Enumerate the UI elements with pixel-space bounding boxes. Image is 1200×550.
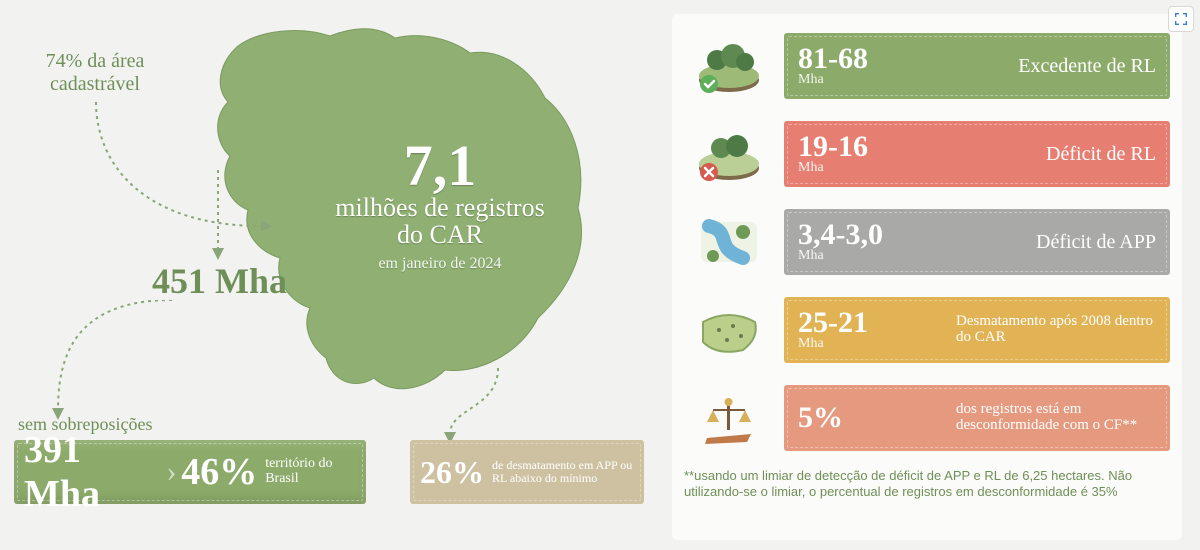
- stat-bar: 3,4-3,0Mha Déficit de APP: [784, 209, 1170, 275]
- stat-label: Déficit de APP: [1036, 232, 1156, 253]
- arrow-to-area: [188, 170, 248, 270]
- stat-label: dos registros está em desconformidade co…: [956, 402, 1156, 434]
- left-panel: 7,1 milhões de registros do CAR em janei…: [0, 0, 660, 550]
- footnote: **usando um limiar de detecção de défici…: [684, 468, 1170, 501]
- map-line1: milhões de registros: [300, 194, 580, 221]
- beige-pct: 26%: [420, 454, 484, 491]
- stat-value: 81-68: [798, 44, 868, 74]
- chevron-right-icon: ›: [162, 455, 181, 489]
- arrow-topleft: [86, 96, 286, 256]
- expand-icon: [1173, 11, 1189, 27]
- top-left-label: 74% da área cadastrável: [30, 50, 160, 96]
- stat-unit: Mha: [798, 248, 824, 264]
- stat-label: Déficit de RL: [1046, 144, 1156, 165]
- forest-x-icon: [684, 120, 774, 188]
- stat-row: 5% dos registros está em desconformidade …: [684, 380, 1170, 456]
- forest-check-icon: [684, 32, 774, 100]
- stat-value: 5%: [798, 403, 843, 433]
- stat-value: 19-16: [798, 132, 868, 162]
- stat-label: Excedente de RL: [1018, 56, 1156, 77]
- map-big-number: 7,1: [300, 140, 580, 192]
- expand-button[interactable]: [1168, 6, 1194, 32]
- stat-bar: 25-21Mha Desmatamento após 2008 dentro do…: [784, 297, 1170, 363]
- stat-row: 19-16Mha Déficit de RL: [684, 116, 1170, 192]
- green-box-v1: 391 Mha: [24, 428, 162, 516]
- landplot-icon: [684, 296, 774, 364]
- area-value: 451 Mha: [152, 260, 287, 302]
- arrow-to-beige: [420, 368, 540, 448]
- river-icon: [684, 208, 774, 276]
- stat-value: 25-21: [798, 308, 868, 338]
- stat-label: Desmatamento após 2008 dentro do CAR: [956, 314, 1156, 346]
- green-box-v2: 46%: [181, 450, 257, 494]
- stat-unit: Mha: [798, 72, 824, 88]
- stat-value: 3,4-3,0: [798, 220, 883, 250]
- beige-box: 26% de desmatamento em APP ou RL abaixo …: [410, 440, 644, 504]
- stat-unit: Mha: [798, 160, 824, 176]
- stat-row: 3,4-3,0Mha Déficit de APP: [684, 204, 1170, 280]
- stat-bar: 81-68Mha Excedente de RL: [784, 33, 1170, 99]
- stat-bar: 19-16Mha Déficit de RL: [784, 121, 1170, 187]
- map-line2: do CAR: [300, 221, 580, 248]
- stat-row: 81-68Mha Excedente de RL: [684, 28, 1170, 104]
- map-title: 7,1 milhões de registros do CAR em janei…: [300, 140, 580, 273]
- stat-row: 25-21Mha Desmatamento após 2008 dentro do…: [684, 292, 1170, 368]
- stat-unit: Mha: [798, 336, 824, 352]
- stat-bar: 5% dos registros está em desconformidade …: [784, 385, 1170, 451]
- arrow-to-box: [52, 300, 212, 420]
- beige-desc: de desmatamento em APP ou RL abaixo do m…: [492, 459, 644, 485]
- green-box-desc: território do Brasil: [265, 457, 366, 486]
- scales-icon: [684, 384, 774, 452]
- map-date: em janeiro de 2024: [300, 255, 580, 273]
- right-panel: 81-68MhaExcedente de RL19-16MhaDéficit d…: [672, 14, 1182, 540]
- green-box: 391 Mha › 46% território do Brasil: [14, 440, 366, 504]
